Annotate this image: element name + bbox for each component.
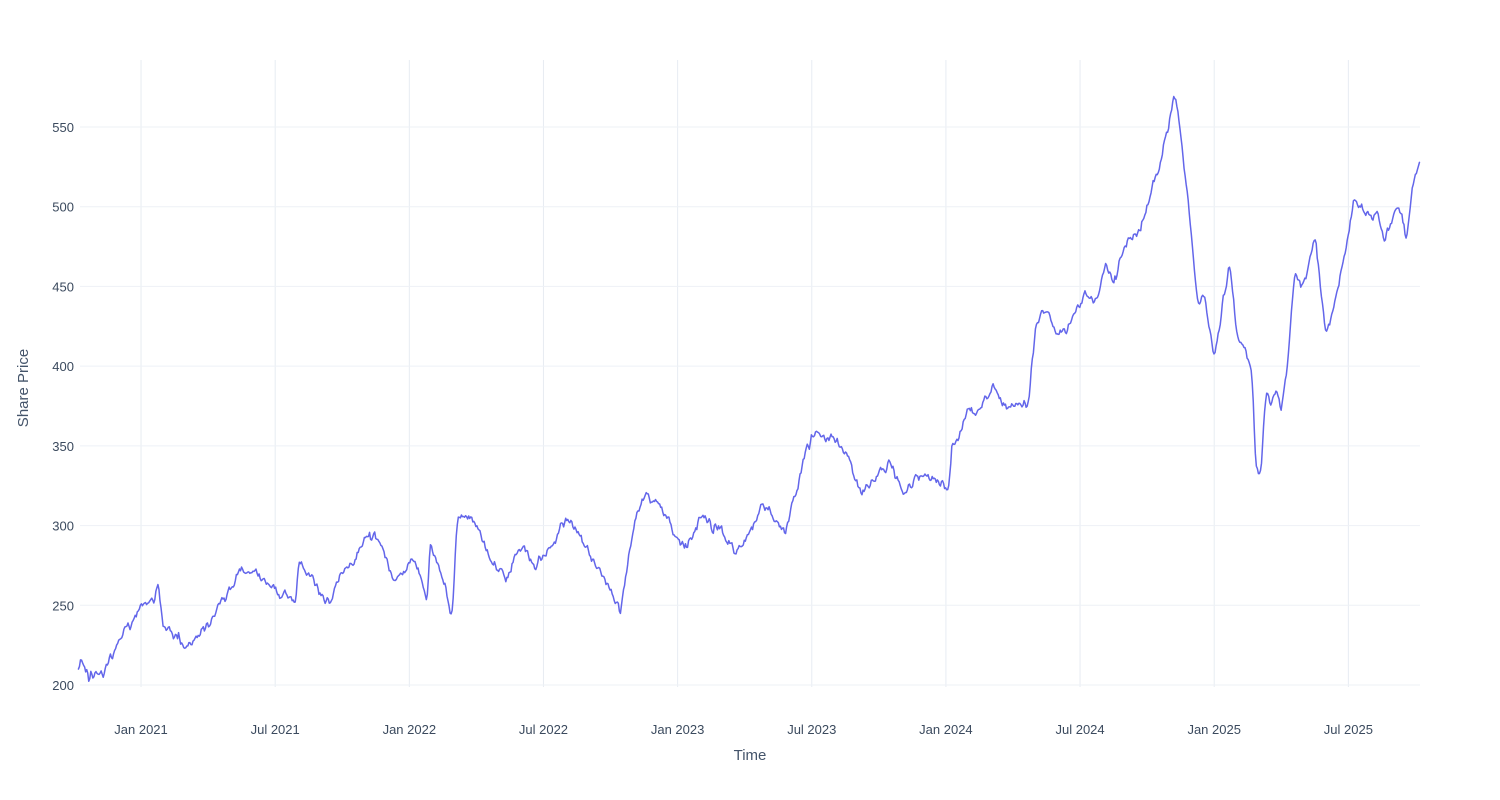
svg-text:400: 400 [52,359,74,374]
svg-text:Jan 2021: Jan 2021 [114,722,168,737]
svg-text:Jul 2024: Jul 2024 [1055,722,1104,737]
svg-text:250: 250 [52,598,74,613]
svg-text:Jan 2025: Jan 2025 [1187,722,1241,737]
svg-text:Jul 2021: Jul 2021 [251,722,300,737]
svg-text:Jan 2022: Jan 2022 [383,722,437,737]
svg-text:200: 200 [52,678,74,693]
svg-text:Jul 2022: Jul 2022 [519,722,568,737]
svg-text:Share Price: Share Price [15,349,32,427]
svg-text:Jan 2023: Jan 2023 [651,722,705,737]
svg-text:Jul 2023: Jul 2023 [787,722,836,737]
svg-text:450: 450 [52,279,74,294]
svg-text:Jul 2025: Jul 2025 [1324,722,1373,737]
svg-text:Time: Time [734,747,767,764]
svg-text:Jan 2024: Jan 2024 [919,722,973,737]
svg-text:500: 500 [52,200,74,215]
svg-text:350: 350 [52,439,74,454]
svg-text:300: 300 [52,519,74,534]
svg-text:550: 550 [52,120,74,135]
